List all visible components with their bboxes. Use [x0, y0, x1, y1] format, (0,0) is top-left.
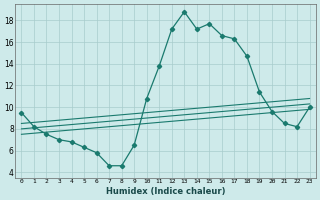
X-axis label: Humidex (Indice chaleur): Humidex (Indice chaleur): [106, 187, 225, 196]
